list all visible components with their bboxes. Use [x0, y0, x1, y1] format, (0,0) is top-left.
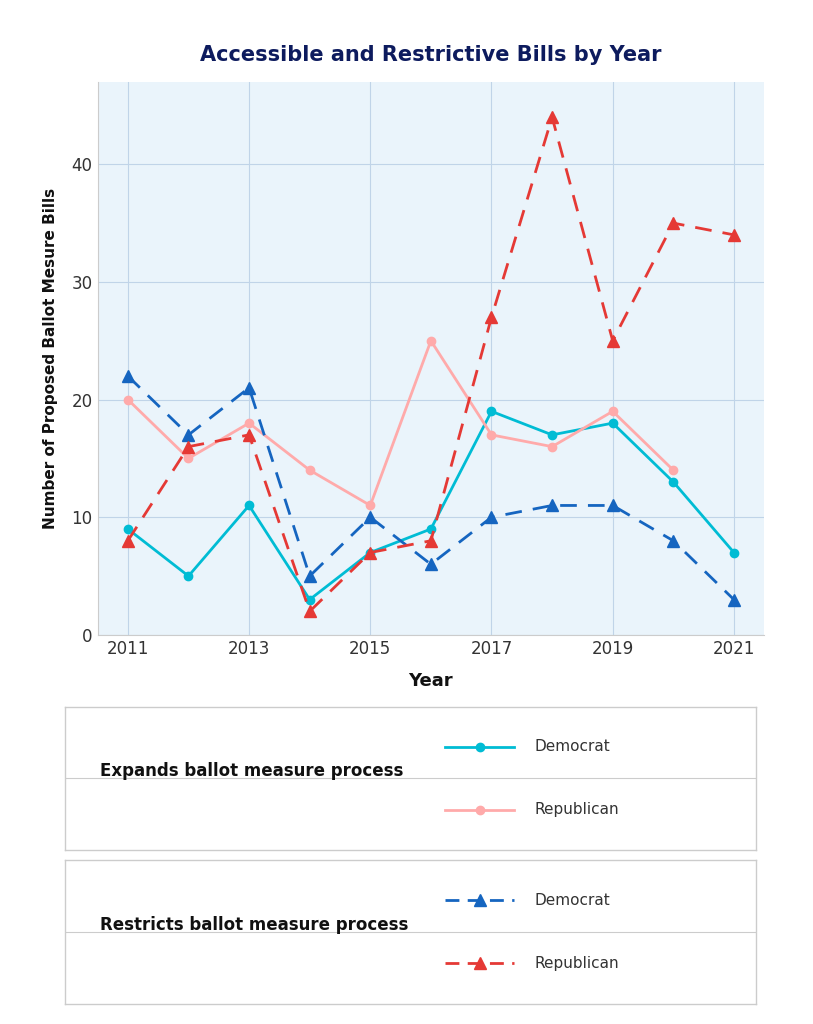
- Text: Democrat: Democrat: [535, 893, 611, 908]
- Text: Republican: Republican: [535, 802, 620, 817]
- Text: Democrat: Democrat: [535, 739, 611, 755]
- Y-axis label: Number of Proposed Ballot Mesure Bills: Number of Proposed Ballot Mesure Bills: [43, 187, 58, 529]
- Text: Expands ballot measure process: Expands ballot measure process: [99, 762, 403, 780]
- Text: Republican: Republican: [535, 955, 620, 971]
- Text: Restricts ballot measure process: Restricts ballot measure process: [99, 915, 408, 934]
- Title: Accessible and Restrictive Bills by Year: Accessible and Restrictive Bills by Year: [200, 45, 662, 66]
- X-axis label: Year: Year: [409, 672, 453, 689]
